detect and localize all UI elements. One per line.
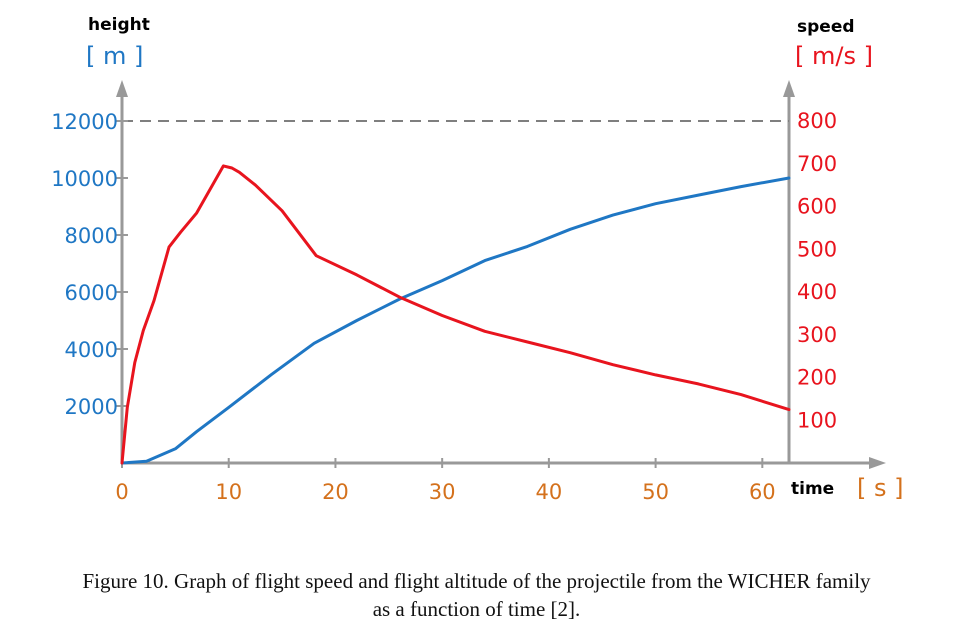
y-right-tick-label: 600 [797,195,837,219]
x-tick-label: 50 [642,480,669,504]
x-axis-label: time [791,479,834,499]
speed-series-line [120,164,791,465]
y-left-tick-label: 2000 [65,395,118,419]
x-tick-label: 20 [322,480,349,504]
y-right-tick-label: 800 [797,109,837,133]
y-right-unit: [ m/s ] [795,42,873,70]
x-tick-label: 60 [749,480,776,504]
y-left-tick-label: 12000 [51,110,118,134]
x-axis-unit: [ s ] [857,474,904,502]
y-left-unit: [ m ] [86,42,143,70]
y-left-tick-label: 8000 [65,224,118,248]
y-right-label: speed [797,17,855,37]
y-right-tick-label: 400 [797,280,837,304]
x-axis-arrow-icon [869,457,886,469]
height-series-line [120,176,791,465]
figure-caption-line-1: Figure 10. Graph of flight speed and fli… [82,569,871,593]
y-right-tick-label: 300 [797,323,837,347]
figure-caption-line-2: as a function of time [2]. [372,597,581,621]
x-tick-label: 30 [429,480,456,504]
y-left-label: height [88,15,150,35]
x-tick-label: 10 [215,480,242,504]
y-left-tick-label: 6000 [65,281,118,305]
x-tick-label: 0 [115,480,128,504]
y-right-tick-label: 500 [797,237,837,261]
y-right-tick-label: 700 [797,152,837,176]
y-right-tick-label: 200 [797,366,837,390]
y-left-tick-label: 4000 [65,338,118,362]
left-axis-arrow-icon [116,80,128,97]
y-left-tick-label: 10000 [51,167,118,191]
right-axis-arrow-icon [783,80,795,97]
y-right-tick-label: 100 [797,408,837,432]
x-tick-label: 40 [536,480,563,504]
